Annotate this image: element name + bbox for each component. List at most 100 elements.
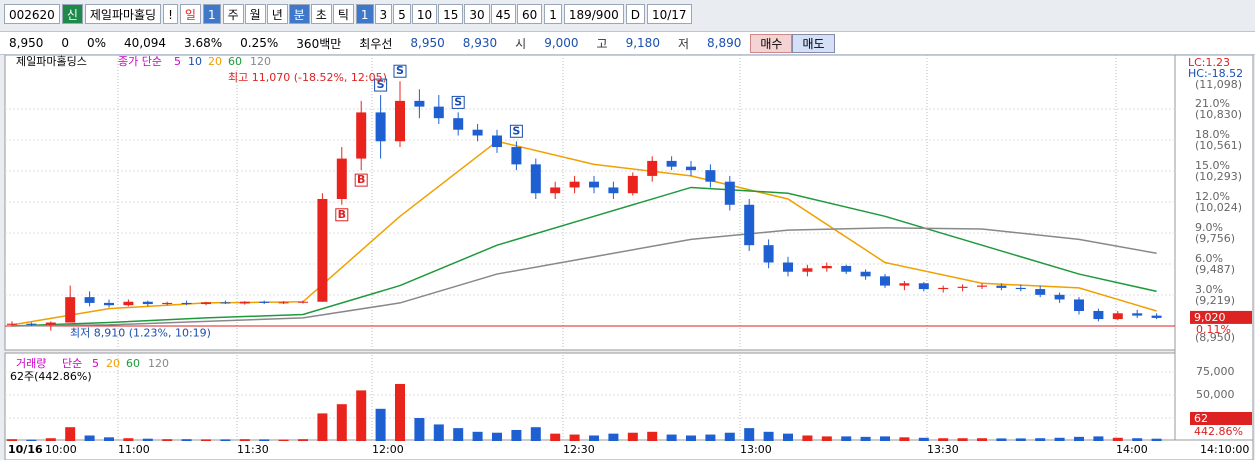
x-tick-label: 13:30 (927, 443, 959, 456)
candle-body (977, 285, 987, 287)
x-tick-label: 13:00 (740, 443, 772, 456)
candle-body (1112, 313, 1123, 320)
candle-body (7, 323, 17, 325)
signal-box (354, 173, 368, 187)
volume-bar (918, 437, 929, 441)
minute-button[interactable]: 10 (411, 4, 438, 24)
vol-ma-period: 60 (126, 357, 140, 370)
volume-bar (880, 436, 890, 441)
unit-button[interactable]: 틱 (332, 4, 354, 24)
volume-legend: 거래량 (16, 357, 46, 370)
minute-button[interactable]: 60 (516, 4, 543, 24)
count[interactable]: 1 (544, 4, 562, 24)
volume-bar (860, 436, 871, 441)
volume-bar (1112, 437, 1123, 441)
x-tick-label: 14:10:00 (1200, 443, 1249, 456)
signal: B (357, 173, 365, 186)
volume-bar (104, 437, 114, 441)
volume-bar (1151, 438, 1162, 441)
candle-body (996, 285, 1007, 288)
volume-bar (162, 439, 173, 441)
volume-bar (1054, 437, 1065, 441)
signal: S (454, 95, 462, 108)
candle-body (647, 160, 658, 176)
signal-box (509, 124, 523, 138)
x-axis (4, 439, 1254, 460)
volume-bar (375, 408, 386, 441)
v-tick-label: 75,000 (1196, 365, 1235, 378)
hc: HC:-18.52 (1188, 67, 1243, 80)
info-cell: 0.25% (240, 36, 279, 50)
minute-button[interactable]: 30 (464, 4, 490, 24)
candle-body (569, 181, 580, 188)
code[interactable]: 002620 (4, 4, 60, 24)
candle-body (783, 262, 793, 272)
volume-ma-legend: 단순 (62, 357, 82, 370)
credit: 신 (61, 4, 83, 24)
candle-body (763, 245, 774, 263)
candle-body (530, 164, 541, 194)
volume-bar (530, 427, 541, 441)
period-n[interactable]: 1 (202, 4, 221, 24)
candle-body (162, 302, 173, 305)
alert[interactable]: ! (163, 4, 178, 24)
ma-line (11, 186, 1157, 327)
candle-body (123, 301, 134, 306)
candle-body (84, 297, 95, 303)
candle-body (841, 265, 852, 272)
unit-button[interactable]: 주 (222, 4, 244, 24)
candle-body (239, 301, 250, 304)
unit-button[interactable]: 초 (310, 4, 332, 24)
volume-bar (608, 433, 619, 441)
candle-body (860, 271, 871, 277)
signal-box (451, 95, 465, 109)
volume-bar (123, 438, 134, 441)
y-tick-label: 21.0% (1195, 97, 1230, 110)
unit-button[interactable]: 월 (244, 4, 266, 24)
candle-body (492, 135, 502, 148)
info-bar: 8,950 0 0% 40,094 3.68% 0.25% 360백만 최우선 8,950 8,9… (0, 31, 1255, 55)
minute-button[interactable]: 5 (393, 4, 411, 24)
info-cell: 8,950 (9, 36, 44, 50)
volume-bar (957, 438, 968, 441)
info-cell: 360백만 (296, 36, 342, 51)
y-tick-label: 12.0% (1195, 190, 1230, 203)
period[interactable]: 일 (179, 4, 201, 24)
minute-button[interactable]: 15 (438, 4, 464, 24)
minute-button[interactable]: 3 (374, 4, 393, 24)
y-tick-price: (10,561) (1195, 139, 1242, 152)
minute-button[interactable]: 45 (490, 4, 516, 24)
candle-body (627, 175, 638, 194)
volume-bar (45, 438, 56, 441)
buy-button[interactable]: 매수 (750, 33, 793, 53)
y-tick-label: 18.0% (1195, 128, 1230, 141)
candle-body (26, 323, 37, 325)
candle-body (899, 283, 910, 286)
candle-body (1132, 313, 1143, 316)
y-tick-price: (9,756) (1195, 232, 1235, 245)
volume-bar (201, 439, 211, 441)
unit-button[interactable]: 분 (288, 4, 310, 24)
v-tick-label: 50,000 (1196, 388, 1235, 401)
unit-button[interactable]: 년 (266, 4, 288, 24)
stock-name: 제일파마홀딩 (84, 4, 162, 24)
ma-period: 20 (208, 55, 222, 68)
info-cell: 저 (677, 36, 689, 51)
y-tick-label: 3.0% (1195, 283, 1223, 296)
minute-button[interactable]: 1 (355, 4, 374, 24)
range: 189/900 (563, 4, 624, 24)
volume-bar (181, 439, 192, 441)
sell-button[interactable]: 매도 (792, 33, 835, 53)
d[interactable]: D (625, 4, 645, 24)
volume-bar (317, 413, 328, 441)
volume-bar (65, 427, 76, 441)
info-cell: 고 (596, 36, 608, 51)
signal-box (374, 78, 388, 92)
volume-bar (356, 390, 367, 441)
candle-body (705, 170, 716, 182)
volume-bar (511, 429, 522, 441)
ma-period: 10 (188, 55, 202, 68)
y-tick-price: (9,487) (1195, 263, 1235, 276)
date[interactable]: 10/17 (646, 4, 692, 24)
